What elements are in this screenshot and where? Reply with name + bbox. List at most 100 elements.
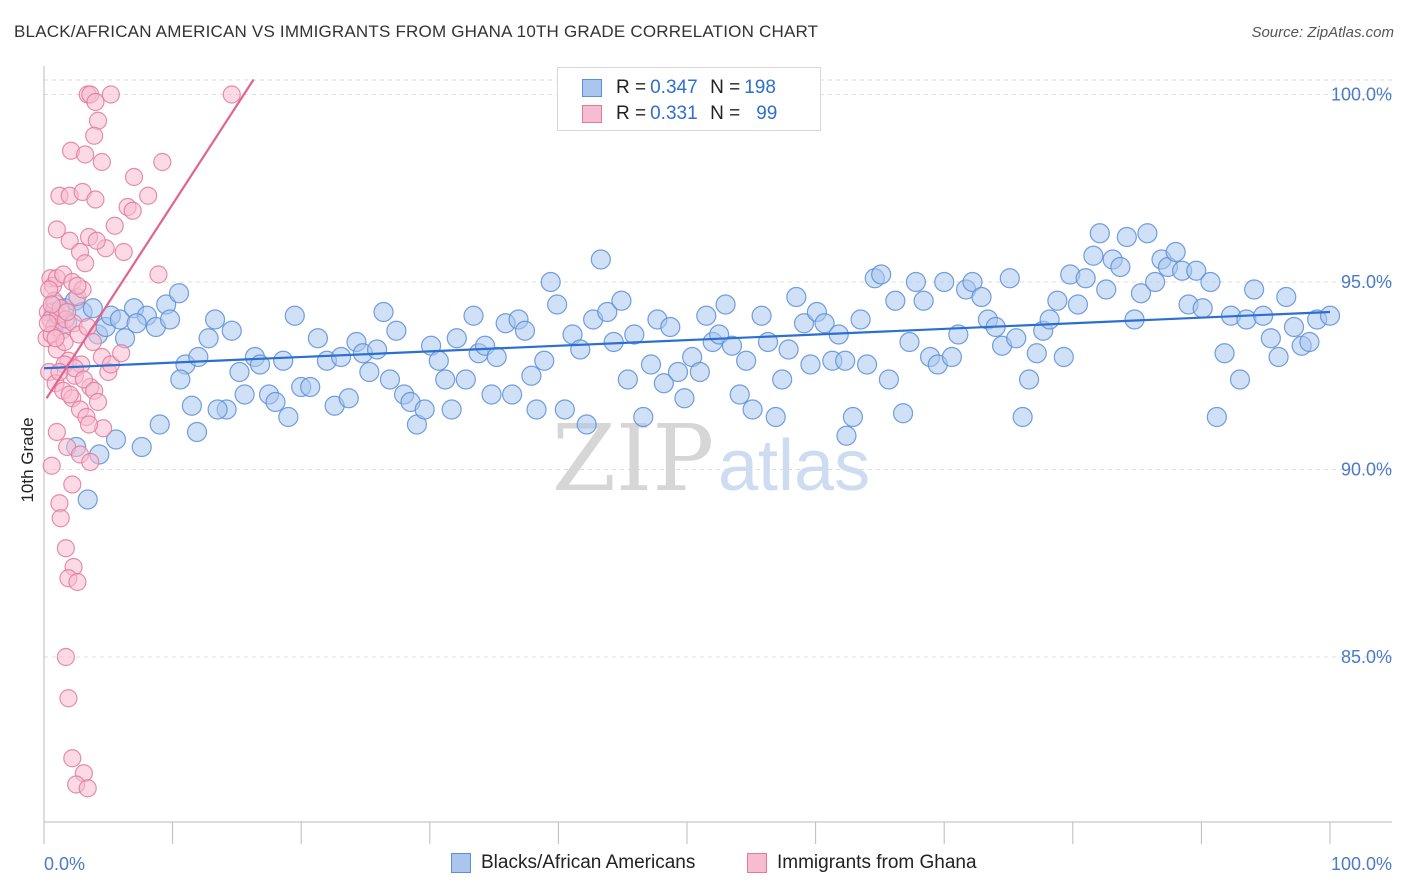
point-ghana [76,145,95,164]
point-blacks [913,290,934,311]
bottom-legend-label-blacks: Blacks/African Americans [481,852,696,873]
point-blacks [234,384,255,405]
point-blacks [428,350,449,371]
legend-n-value: 99 [756,103,778,124]
x-tick-label-max: 100.0% [1331,854,1392,874]
point-ghana [60,231,79,250]
point-ghana [56,647,75,667]
point-blacks [379,369,401,390]
point-blacks [1236,309,1257,330]
source-label: Source: ZipAtlas.com [1251,24,1394,41]
point-ghana [105,216,124,235]
point-ghana [38,314,57,333]
point-blacks [159,309,181,330]
point-blacks [168,283,190,304]
point-blacks [540,271,561,293]
point-blacks [576,414,597,435]
bottom-legend-label-ghana: Immigrants from Ghana [777,852,977,873]
point-blacks [786,286,807,308]
point-blacks [1165,241,1186,263]
point-blacks [1096,279,1117,300]
point-blacks [1116,226,1137,248]
bottom-legend-ghana: Immigrants from Ghana [747,852,977,874]
point-ghana [114,242,133,262]
point-blacks [1276,286,1297,308]
point-blacks [534,350,555,371]
point-blacks [414,399,435,420]
point-ghana [86,92,105,112]
point-blacks [1130,283,1152,304]
point-blacks [1039,309,1060,330]
point-blacks [856,354,878,375]
point-blacks [486,346,507,368]
point-blacks [207,399,228,420]
point-blacks [905,271,927,293]
point-blacks [366,339,388,360]
point-blacks [624,324,645,345]
bottom-legend-swatch-ghana [747,853,767,873]
point-blacks [105,429,127,450]
point-blacks [547,294,568,315]
point-blacks [481,384,502,405]
point-blacks [1083,245,1104,266]
point-blacks [1283,316,1305,338]
point-blacks [590,249,611,270]
point-ghana [87,231,106,250]
point-blacks [1229,369,1251,390]
point-blacks [1145,271,1166,293]
y-tick-label: 95.0% [1341,272,1392,292]
point-blacks [446,328,467,349]
point-blacks [1200,271,1221,293]
point-blacks [554,399,575,420]
point-ghana [58,302,77,322]
point-blacks [850,309,871,330]
point-blacks [1075,268,1096,289]
point-blacks [204,309,226,330]
legend: R = 0.347 N = 198 R = 0.331 N = 99 [557,67,821,131]
legend-n-label: N = [710,77,741,98]
point-ghana [88,392,108,412]
point-blacks [999,268,1020,289]
bottom-legend-blacks: Blacks/African Americans [451,852,695,874]
point-ghana [81,452,100,472]
point-blacks [597,301,618,323]
point-blacks [1053,346,1074,368]
chart-title: BLACK/AFRICAN AMERICAN VS IMMIGRANTS FRO… [14,22,819,41]
point-blacks [82,298,103,319]
point-blacks [570,339,591,360]
point-ghana [139,186,158,205]
point-blacks [778,339,799,360]
point-blacks [1110,256,1131,278]
point-blacks [962,271,983,293]
point-blacks [696,305,717,326]
point-blacks [800,354,821,375]
point-blacks [772,369,793,390]
legend-n-value: 198 [744,77,776,98]
point-ghana [40,280,59,299]
point-blacks [229,361,250,383]
point-blacks [284,305,305,326]
y-tick-labels: 85.0% 90.0% 95.0% 100.0% [1331,85,1392,668]
point-ghana [92,152,111,172]
trend-line-blacks [43,310,1331,370]
point-blacks [126,313,147,334]
point-blacks [885,290,906,311]
point-blacks [526,399,547,420]
point-blacks [715,294,736,315]
point-blacks [463,305,484,326]
bottom-legend: Blacks/African Americans Immigrants from… [0,852,1406,878]
point-blacks [1319,305,1341,326]
point-ghana [42,295,61,314]
point-blacks [1067,294,1089,315]
point-blacks [971,286,992,308]
point-blacks [386,320,407,341]
point-ghana [74,370,93,389]
point-blacks [273,350,294,371]
trend-line-ghana [45,78,255,399]
point-blacks [1214,343,1235,364]
trend-lines [43,78,1331,399]
x-tick-label-min: 0.0% [44,854,85,874]
point-blacks [814,313,835,334]
point-blacks [633,406,654,428]
